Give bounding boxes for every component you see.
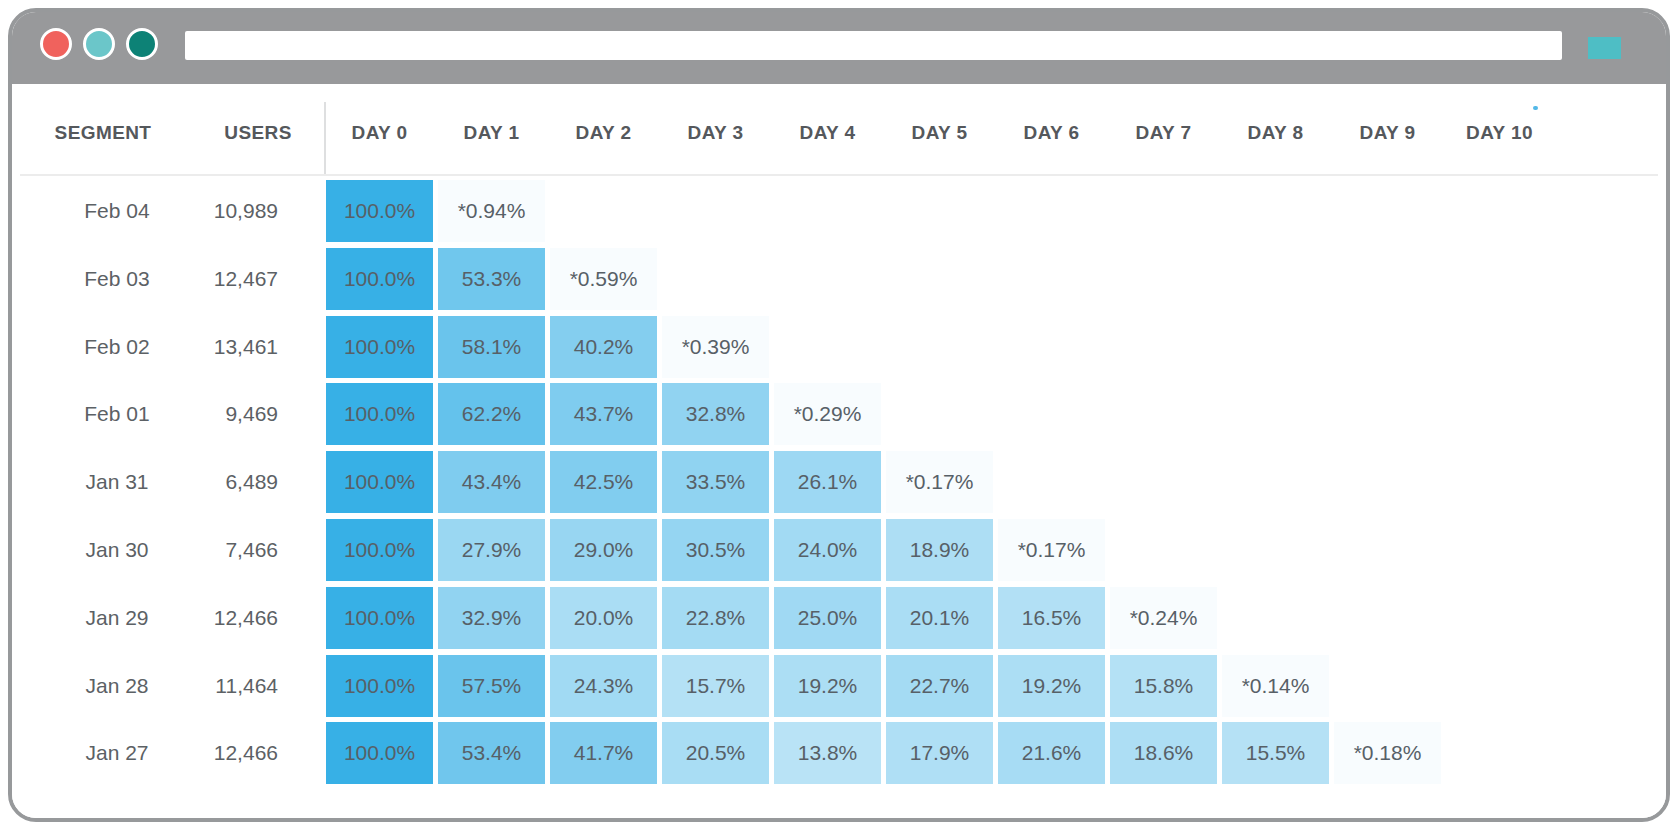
- retention-cell-day8: 15.5%: [1222, 722, 1329, 784]
- retention-cell-day7: 15.8%: [1110, 655, 1217, 717]
- cohort-table: SEGMENT USERS DAY 0DAY 1DAY 2DAY 3DAY 4D…: [12, 84, 1666, 818]
- users-value: 10,989: [132, 180, 278, 242]
- retention-cell-day0: 100.0%: [326, 451, 433, 513]
- traffic-light-close-button[interactable]: [40, 28, 72, 60]
- browser-action-button[interactable]: [1588, 37, 1621, 59]
- day-column-header-5: DAY 5: [886, 120, 993, 146]
- day-column-header-6: DAY 6: [998, 120, 1105, 146]
- users-value: 12,466: [132, 722, 278, 784]
- retention-cell-day4: 25.0%: [774, 587, 881, 649]
- retention-cell-day3: 20.5%: [662, 722, 769, 784]
- retention-cell-day5: 17.9%: [886, 722, 993, 784]
- users-value: 9,469: [132, 383, 278, 445]
- retention-cell-day1: *0.94%: [438, 180, 545, 242]
- retention-cell-day1: 62.2%: [438, 383, 545, 445]
- retention-cell-day2: 42.5%: [550, 451, 657, 513]
- retention-cell-day2: 40.2%: [550, 316, 657, 378]
- day-column-header-2: DAY 2: [550, 120, 657, 146]
- cursor-speck-decoration: [1533, 106, 1538, 110]
- cohort-row-feb-04: Feb 0410,989100.0%*0.94%: [12, 180, 1666, 242]
- header-underline: [20, 174, 1658, 176]
- retention-cell-day2: 43.7%: [550, 383, 657, 445]
- retention-cell-day1: 57.5%: [438, 655, 545, 717]
- retention-cell-day5: 18.9%: [886, 519, 993, 581]
- users-value: 6,489: [132, 451, 278, 513]
- cohort-row-jan-29: Jan 2912,466100.0%32.9%20.0%22.8%25.0%20…: [12, 587, 1666, 649]
- cohort-row-jan-31: Jan 316,489100.0%43.4%42.5%33.5%26.1%*0.…: [12, 451, 1666, 513]
- browser-window: SEGMENT USERS DAY 0DAY 1DAY 2DAY 3DAY 4D…: [8, 8, 1670, 822]
- retention-cell-day0: 100.0%: [326, 180, 433, 242]
- retention-cell-day1: 43.4%: [438, 451, 545, 513]
- cohort-row-feb-02: Feb 0213,461100.0%58.1%40.2%*0.39%: [12, 316, 1666, 378]
- retention-cell-day0: 100.0%: [326, 722, 433, 784]
- users-value: 12,466: [132, 587, 278, 649]
- retention-cell-day6: *0.17%: [998, 519, 1105, 581]
- retention-cell-day7: *0.24%: [1110, 587, 1217, 649]
- traffic-light-minimize-button[interactable]: [83, 28, 115, 60]
- cohort-row-jan-27: Jan 2712,466100.0%53.4%41.7%20.5%13.8%17…: [12, 722, 1666, 784]
- retention-cell-day2: *0.59%: [550, 248, 657, 310]
- retention-cell-day5: 22.7%: [886, 655, 993, 717]
- retention-cell-day9: *0.18%: [1334, 722, 1441, 784]
- retention-cell-day3: 33.5%: [662, 451, 769, 513]
- users-column-header: USERS: [183, 120, 333, 146]
- retention-cell-day3: 15.7%: [662, 655, 769, 717]
- retention-cell-day5: 20.1%: [886, 587, 993, 649]
- cohort-row-feb-03: Feb 0312,467100.0%53.3%*0.59%: [12, 248, 1666, 310]
- day-column-header-3: DAY 3: [662, 120, 769, 146]
- retention-cell-day6: 16.5%: [998, 587, 1105, 649]
- users-value: 7,466: [132, 519, 278, 581]
- cohort-row-feb-01: Feb 019,469100.0%62.2%43.7%32.8%*0.29%: [12, 383, 1666, 445]
- retention-cell-day3: *0.39%: [662, 316, 769, 378]
- day-column-header-0: DAY 0: [326, 120, 433, 146]
- day-column-header-9: DAY 9: [1334, 120, 1441, 146]
- retention-cell-day4: 24.0%: [774, 519, 881, 581]
- retention-cell-day3: 32.8%: [662, 383, 769, 445]
- retention-cell-day0: 100.0%: [326, 316, 433, 378]
- retention-cell-day1: 53.3%: [438, 248, 545, 310]
- retention-cell-day2: 29.0%: [550, 519, 657, 581]
- cohort-row-jan-30: Jan 307,466100.0%27.9%29.0%30.5%24.0%18.…: [12, 519, 1666, 581]
- retention-cell-day6: 21.6%: [998, 722, 1105, 784]
- retention-cell-day2: 24.3%: [550, 655, 657, 717]
- retention-cell-day3: 30.5%: [662, 519, 769, 581]
- retention-cell-day4: *0.29%: [774, 383, 881, 445]
- cohort-row-jan-28: Jan 2811,464100.0%57.5%24.3%15.7%19.2%22…: [12, 655, 1666, 717]
- retention-cell-day6: 19.2%: [998, 655, 1105, 717]
- browser-chrome-bar: [12, 12, 1666, 84]
- retention-cell-day2: 41.7%: [550, 722, 657, 784]
- users-value: 12,467: [132, 248, 278, 310]
- retention-cell-day4: 26.1%: [774, 451, 881, 513]
- retention-cell-day0: 100.0%: [326, 655, 433, 717]
- retention-cell-day1: 53.4%: [438, 722, 545, 784]
- retention-cell-day7: 18.6%: [1110, 722, 1217, 784]
- retention-cell-day1: 32.9%: [438, 587, 545, 649]
- retention-cell-day5: *0.17%: [886, 451, 993, 513]
- retention-cell-day0: 100.0%: [326, 587, 433, 649]
- retention-cell-day0: 100.0%: [326, 383, 433, 445]
- retention-cell-day1: 58.1%: [438, 316, 545, 378]
- retention-cell-day0: 100.0%: [326, 248, 433, 310]
- segment-column-header: SEGMENT: [28, 120, 178, 146]
- retention-cell-day8: *0.14%: [1222, 655, 1329, 717]
- day-column-header-10: DAY 10: [1446, 120, 1553, 146]
- day-column-header-8: DAY 8: [1222, 120, 1329, 146]
- traffic-light-maximize-button[interactable]: [126, 28, 158, 60]
- retention-cell-day4: 19.2%: [774, 655, 881, 717]
- retention-cell-day1: 27.9%: [438, 519, 545, 581]
- users-value: 13,461: [132, 316, 278, 378]
- users-value: 11,464: [132, 655, 278, 717]
- retention-cell-day3: 22.8%: [662, 587, 769, 649]
- day-column-header-4: DAY 4: [774, 120, 881, 146]
- day-column-header-7: DAY 7: [1110, 120, 1217, 146]
- retention-cell-day2: 20.0%: [550, 587, 657, 649]
- day-column-header-1: DAY 1: [438, 120, 545, 146]
- retention-cell-day4: 13.8%: [774, 722, 881, 784]
- url-input[interactable]: [185, 31, 1562, 60]
- retention-cell-day0: 100.0%: [326, 519, 433, 581]
